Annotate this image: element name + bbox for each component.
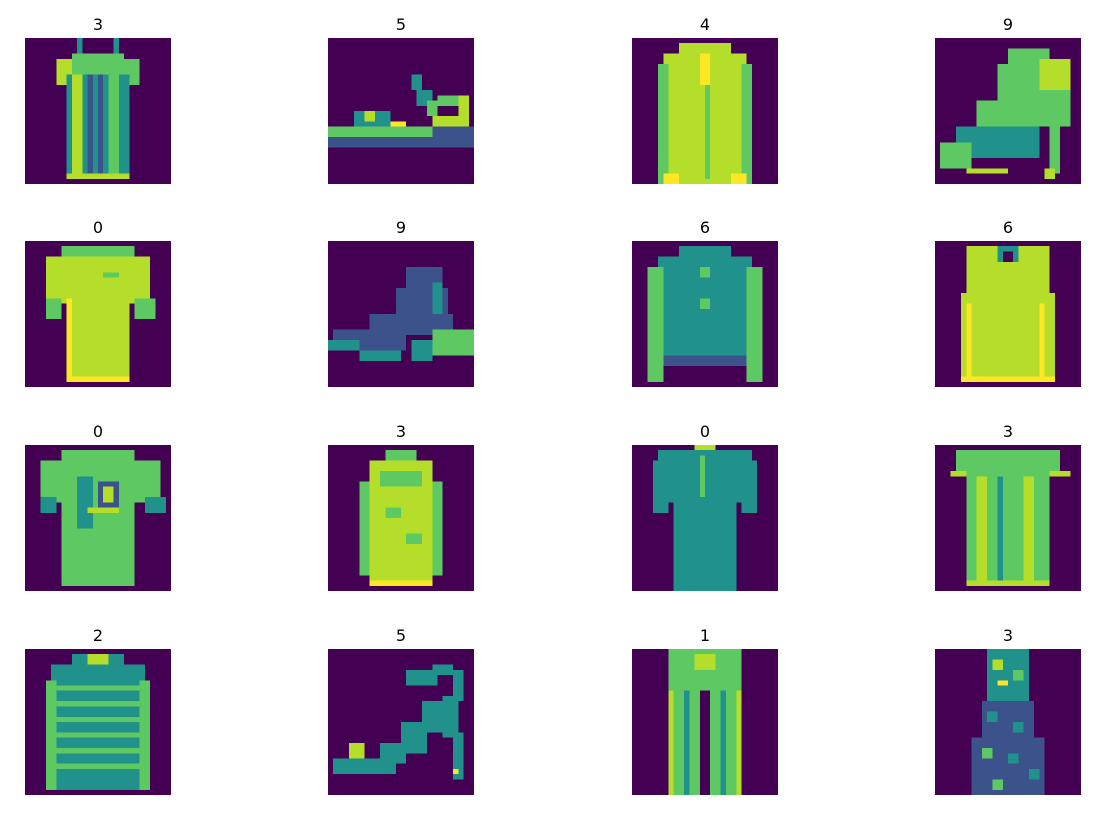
panel-label: 2 bbox=[92, 626, 104, 645]
sandal-image bbox=[328, 38, 474, 184]
panel-label: 0 bbox=[92, 218, 104, 237]
coat-image bbox=[632, 38, 778, 184]
panel-label: 3 bbox=[92, 15, 104, 34]
panel-label: 4 bbox=[699, 15, 711, 34]
dress-image bbox=[25, 38, 171, 184]
panel-label: 3 bbox=[395, 422, 407, 441]
pullover-image bbox=[25, 649, 171, 795]
dress-image bbox=[328, 445, 474, 591]
t-shirt-image bbox=[25, 445, 171, 591]
shirt-image bbox=[935, 241, 1081, 387]
panel-label: 0 bbox=[699, 422, 711, 441]
dress-image bbox=[935, 445, 1081, 591]
trouser-image bbox=[632, 649, 778, 795]
ankle-boot-image bbox=[935, 38, 1081, 184]
panel-label: 1 bbox=[699, 626, 711, 645]
shirt-image bbox=[632, 241, 778, 387]
panel-label: 3 bbox=[1002, 626, 1014, 645]
panel-label: 5 bbox=[395, 626, 407, 645]
sandal-image bbox=[328, 649, 474, 795]
panel-label: 0 bbox=[92, 422, 104, 441]
panel-label: 3 bbox=[1002, 422, 1014, 441]
dress-image bbox=[935, 649, 1081, 795]
panel-label: 6 bbox=[1002, 218, 1014, 237]
t-shirt-image bbox=[25, 241, 171, 387]
panel-label: 9 bbox=[1002, 15, 1014, 34]
panel-label: 6 bbox=[699, 218, 711, 237]
ankle-boot-image bbox=[328, 241, 474, 387]
t-shirt-image bbox=[632, 445, 778, 591]
panel-label: 5 bbox=[395, 15, 407, 34]
panel-label: 9 bbox=[395, 218, 407, 237]
